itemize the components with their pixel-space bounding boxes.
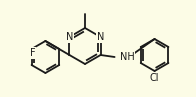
Text: N: N: [66, 32, 73, 42]
Text: F: F: [30, 48, 35, 58]
Text: N: N: [97, 32, 104, 42]
Text: Cl: Cl: [150, 73, 159, 83]
Text: NH: NH: [120, 52, 134, 62]
